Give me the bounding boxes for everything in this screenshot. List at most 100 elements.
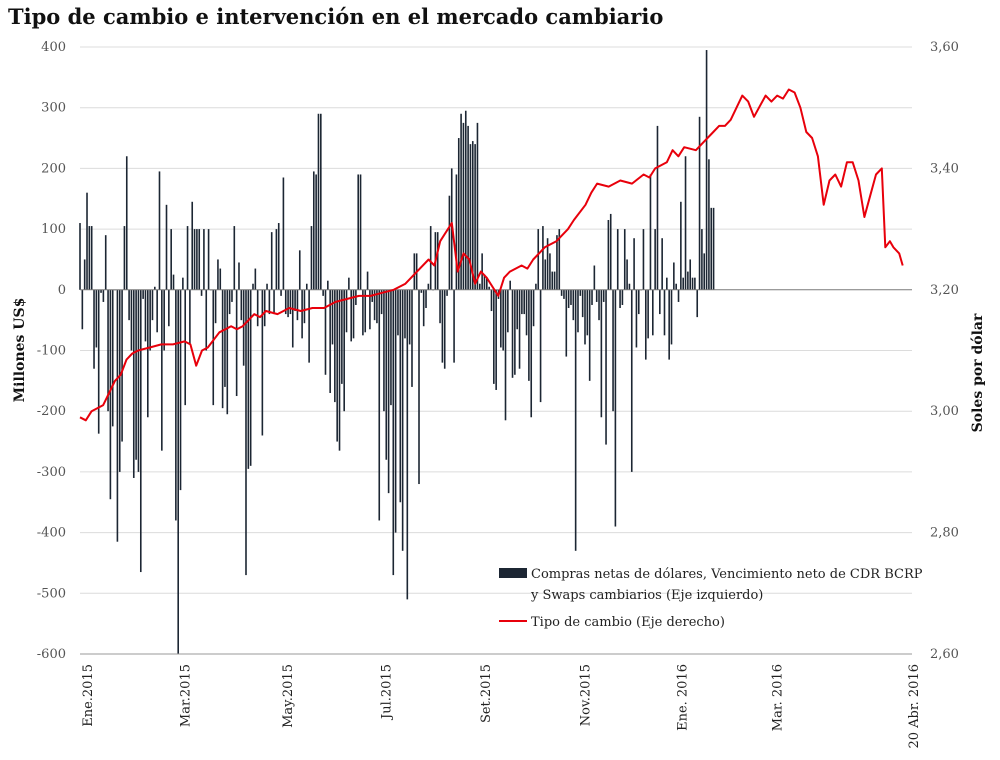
bar — [217, 259, 219, 290]
bar — [144, 289, 147, 342]
bar — [425, 289, 427, 309]
bar — [595, 289, 598, 302]
right-tick-label: 3,00 — [930, 404, 959, 419]
bar — [703, 253, 706, 290]
bar — [563, 289, 565, 299]
bar — [175, 289, 177, 521]
bar — [291, 289, 294, 348]
bar — [336, 289, 338, 442]
left-axis-ticks: 400 300 200 100 0 -100 -200 -300 -400 -500 -600 — [37, 40, 66, 662]
bar — [476, 122, 479, 290]
bar — [528, 289, 530, 381]
bar — [88, 226, 91, 290]
bar — [205, 289, 208, 351]
bar — [322, 289, 324, 296]
bar — [544, 259, 547, 290]
bar — [616, 229, 619, 290]
bar — [500, 289, 502, 348]
bar — [287, 289, 289, 318]
left-tick-label: -100 — [37, 344, 66, 359]
bar — [392, 289, 395, 576]
bar — [680, 201, 682, 290]
bar — [637, 289, 640, 315]
bar — [212, 289, 215, 406]
bar — [226, 289, 229, 415]
bar — [504, 289, 507, 421]
bar — [296, 289, 299, 321]
bar — [694, 277, 696, 290]
bar — [628, 283, 631, 290]
bar — [668, 289, 670, 360]
bar — [584, 289, 586, 345]
bar — [462, 122, 465, 290]
bar — [574, 289, 577, 551]
legend-line-label: Tipo de cambio (Eje derecho) — [531, 615, 725, 630]
bar — [418, 289, 420, 485]
left-tick-label: 100 — [41, 222, 66, 237]
left-axis-label: Millones US$ — [12, 298, 28, 403]
bar — [579, 289, 582, 296]
bar — [380, 289, 383, 315]
bar — [488, 286, 490, 290]
bar — [705, 50, 708, 290]
bar — [280, 289, 282, 296]
bar — [609, 213, 612, 290]
bar — [268, 289, 271, 315]
bar — [635, 289, 638, 348]
bar — [535, 283, 537, 290]
bar — [196, 229, 198, 290]
bar — [399, 289, 402, 503]
x-tick-label: Ene.2015 — [81, 664, 96, 727]
x-tick-label: Nov.2015 — [579, 664, 594, 726]
bar — [659, 289, 661, 315]
right-tick-label: 3,20 — [930, 283, 959, 298]
bar — [689, 259, 692, 290]
legend-bar-swatch — [499, 568, 527, 578]
bar — [348, 277, 350, 290]
x-axis-ticks: Ene.2015 Mar.2015 May.2015 Jul.2015 Set.2015… — [81, 664, 922, 749]
bar — [132, 289, 135, 478]
bar — [455, 174, 458, 290]
bar — [406, 289, 409, 600]
bar — [242, 289, 245, 366]
bar — [600, 289, 603, 418]
bar — [284, 289, 287, 315]
left-tick-label: 300 — [41, 101, 66, 116]
bar — [137, 289, 140, 472]
bar — [565, 289, 568, 357]
bar — [553, 271, 556, 290]
bar — [219, 268, 222, 290]
bar — [352, 289, 355, 339]
bar — [345, 289, 348, 333]
bar — [203, 229, 205, 290]
bar — [394, 289, 397, 533]
bar — [366, 271, 369, 290]
bar — [570, 289, 572, 305]
bar — [128, 289, 130, 321]
bar — [289, 289, 292, 315]
bar — [614, 289, 617, 527]
bar — [168, 289, 170, 327]
bar — [111, 289, 114, 427]
bar — [577, 289, 579, 333]
bar — [359, 174, 362, 290]
bar — [509, 280, 511, 290]
bar — [331, 289, 334, 345]
bar — [387, 289, 390, 494]
bar — [247, 289, 250, 469]
left-tick-label: 400 — [41, 40, 66, 55]
bar — [385, 289, 388, 460]
bar — [542, 226, 544, 290]
bar — [334, 289, 336, 403]
left-tick-label: 200 — [41, 161, 66, 176]
bar — [125, 156, 128, 290]
right-tick-label: 2,80 — [930, 526, 959, 541]
bar — [329, 289, 331, 393]
bar — [282, 177, 285, 290]
bar — [687, 271, 689, 290]
bar — [677, 289, 680, 302]
bar — [673, 262, 675, 290]
bar — [303, 289, 306, 324]
bar — [469, 144, 472, 290]
bar — [207, 229, 210, 290]
